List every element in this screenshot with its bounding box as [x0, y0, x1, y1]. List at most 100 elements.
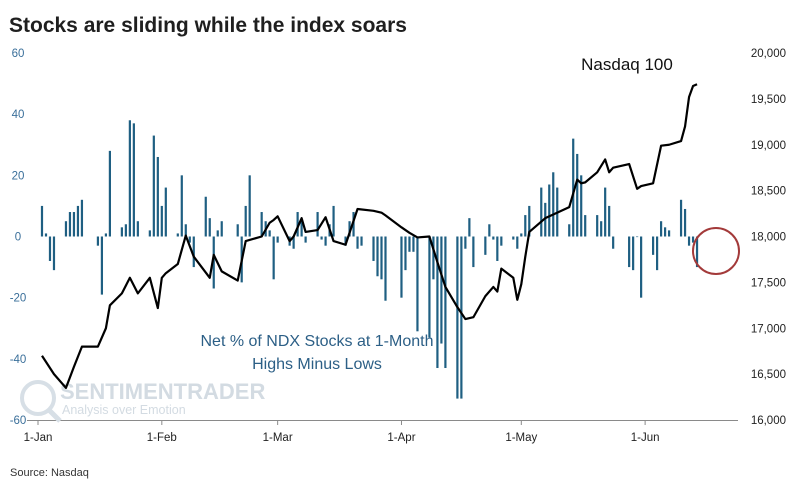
x-tick-label: 1-Jun	[631, 432, 660, 444]
bar	[492, 236, 495, 240]
right-tick-label: 16,500	[751, 369, 786, 381]
bar	[516, 236, 519, 249]
bar	[316, 212, 319, 237]
bar	[683, 208, 687, 237]
bar	[496, 236, 499, 261]
left-tick-label: -40	[10, 354, 27, 366]
bar	[464, 236, 467, 249]
bar	[344, 236, 347, 246]
bar	[164, 187, 167, 237]
bar	[544, 202, 547, 237]
bar	[428, 236, 431, 338]
watermark-logo-icon	[20, 380, 56, 416]
bar	[212, 236, 215, 289]
bar	[687, 236, 691, 246]
bar	[184, 224, 187, 237]
bar	[348, 221, 351, 237]
watermark: SENTIMENTRADER Analysis over Emotion	[20, 379, 265, 423]
bars-annotation-line2: Highs Minus Lows	[252, 356, 382, 373]
right-axis: 20,000 19,500 19,000 18,500 18,000 17,500 17,0…	[751, 48, 786, 427]
x-tick-label: 1-Feb	[147, 432, 177, 444]
watermark-line2: Analysis over Emotion	[62, 403, 186, 417]
bar	[108, 150, 111, 237]
bar	[612, 236, 615, 249]
bar	[460, 236, 463, 399]
bar	[76, 205, 80, 237]
bar	[44, 233, 48, 237]
right-tick-label: 20,000	[751, 48, 786, 60]
bar	[220, 221, 223, 237]
left-axis: 60 40 20 0 -20 -40 -60	[10, 48, 27, 427]
highlight-circle	[692, 227, 740, 275]
bar	[188, 236, 191, 243]
bar	[376, 236, 379, 277]
bar	[204, 196, 207, 237]
bar	[380, 236, 383, 280]
left-tick-label: 0	[15, 232, 21, 244]
bar	[132, 123, 135, 237]
bar	[691, 236, 695, 243]
bar	[156, 156, 159, 237]
bar	[124, 224, 127, 237]
bar	[128, 120, 131, 237]
watermark-line1: SENTIMENTRADER	[60, 379, 265, 404]
bar	[416, 236, 419, 332]
bar	[548, 184, 551, 237]
bar	[568, 224, 571, 237]
bar	[520, 233, 523, 237]
bar	[120, 227, 123, 237]
bar	[552, 172, 555, 237]
bar	[372, 236, 375, 261]
bar	[276, 236, 279, 243]
bar	[524, 215, 527, 237]
nasdaq-100-line	[41, 83, 698, 389]
bar	[152, 135, 155, 237]
bar	[360, 236, 363, 246]
left-tick-label: 40	[12, 109, 25, 121]
bar	[580, 175, 583, 237]
bar	[356, 236, 359, 249]
bar	[320, 236, 323, 240]
x-tick-label: 1-Mar	[263, 432, 293, 444]
bar	[136, 221, 139, 237]
bar	[444, 236, 447, 369]
bar	[432, 236, 435, 280]
left-tick-label: 20	[12, 170, 25, 182]
bar	[456, 236, 459, 399]
bar	[180, 175, 183, 237]
bar	[584, 215, 587, 237]
x-axis: 1-Jan 1-Feb 1-Mar 1-Apr 1-May 1-Jun	[24, 420, 660, 444]
left-tick-label: -60	[10, 415, 27, 427]
bar	[440, 236, 443, 344]
bar	[679, 199, 683, 237]
bar	[656, 236, 659, 271]
watermark-logo-handle	[47, 408, 62, 423]
left-tick-label: 60	[12, 48, 25, 60]
bar	[48, 236, 52, 261]
right-tick-label: 17,500	[751, 277, 786, 289]
bar	[488, 224, 491, 237]
bar	[632, 236, 635, 271]
right-tick-label: 16,000	[751, 415, 786, 427]
bar	[292, 236, 295, 249]
bar	[400, 236, 403, 298]
bar	[484, 236, 487, 255]
line-annotation: Nasdaq 100	[581, 55, 673, 74]
bar	[160, 205, 163, 237]
bar	[528, 205, 531, 237]
bar	[100, 236, 104, 295]
bar	[572, 138, 575, 237]
bar	[104, 233, 107, 237]
bar	[332, 205, 335, 237]
bar	[68, 212, 72, 237]
bar	[52, 236, 56, 271]
bar	[236, 224, 239, 237]
bar	[260, 212, 263, 237]
bar	[148, 230, 151, 237]
right-tick-label: 18,000	[751, 232, 786, 244]
bar	[300, 221, 303, 237]
bar	[640, 236, 643, 298]
bar	[628, 236, 631, 268]
bar	[408, 236, 411, 252]
